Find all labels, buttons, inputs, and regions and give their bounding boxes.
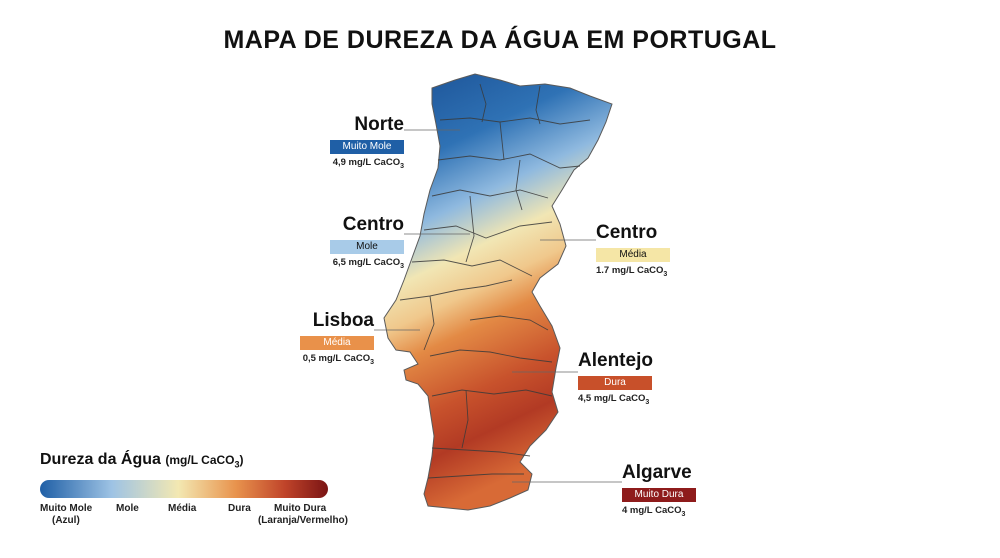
category-badge: Média: [300, 336, 374, 350]
portugal-outline: [383, 73, 613, 511]
legend-label-muito-mole: Muito Mole (Azul): [40, 503, 93, 526]
leader-lines: [374, 129, 622, 483]
category-badge: Mole: [330, 240, 404, 254]
legend-label-muito-dura: Muito Dura (Laranja/Vermelho): [257, 503, 348, 526]
region-name: Centro: [596, 222, 658, 243]
region-name: Centro: [342, 214, 404, 235]
callout-lisboa: Lisboa Média 0,5 mg/L CaCO3: [298, 310, 374, 366]
hardness-value: 4,9 mg/L CaCO3: [332, 157, 404, 170]
region-name: Alentejo: [578, 350, 653, 371]
region-name: Lisboa: [312, 310, 374, 331]
page-title: MAPA DE DUREZA DA ÁGUA EM PORTUGAL: [223, 26, 777, 54]
hardness-value: 6,5 mg/L CaCO3: [332, 257, 404, 270]
legend-label-mole: Mole: [116, 503, 139, 514]
category-badge: Muito Dura: [622, 488, 696, 502]
legend-label-media: Média: [168, 503, 197, 514]
callout-algarve: Algarve Muito Dura 4 mg/L CaCO3: [622, 462, 696, 518]
category-badge: Muito Mole: [330, 140, 404, 154]
hardness-value: 0,5 mg/L CaCO3: [302, 353, 374, 366]
category-badge: Dura: [578, 376, 652, 390]
district-borders: [399, 83, 591, 479]
category-badge: Média: [596, 248, 670, 262]
callout-norte: Norte Muito Mole 4,9 mg/L CaCO3: [330, 114, 404, 170]
legend-label-dura: Dura: [228, 503, 251, 514]
callout-centro-west: Centro Mole 6,5 mg/L CaCO3: [330, 214, 404, 270]
legend-color-bar: [40, 480, 328, 498]
region-name: Algarve: [622, 462, 692, 483]
callout-centro-east: Centro Média 1.7 mg/L CaCO3: [596, 222, 670, 278]
region-name: Norte: [354, 114, 404, 135]
hardness-value: 1.7 mg/L CaCO3: [596, 265, 668, 278]
hardness-value: 4,5 mg/L CaCO3: [578, 393, 650, 406]
legend-title: Dureza da Água (mg/L CaCO3): [40, 451, 244, 470]
hardness-value: 4 mg/L CaCO3: [622, 505, 686, 518]
callout-alentejo: Alentejo Dura 4,5 mg/L CaCO3: [578, 350, 653, 406]
